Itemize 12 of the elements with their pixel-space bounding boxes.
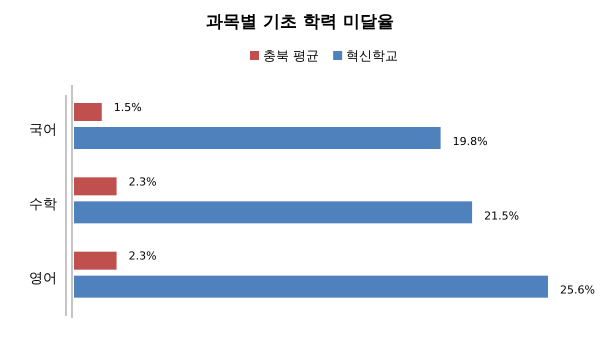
data-label: 2.3%	[128, 250, 157, 263]
y-tick-label: 국어	[29, 122, 57, 138]
data-label: 2.3%	[128, 175, 157, 188]
legend-label: 충북 평균	[263, 49, 320, 64]
chart-title: 과목별 기초 학력 미달율	[206, 12, 394, 32]
data-label: 25.6%	[560, 284, 595, 297]
y-tick-label: 영어	[29, 270, 57, 287]
data-label: 1.5%	[114, 101, 142, 114]
data-label: 19.8%	[452, 135, 488, 148]
legend-label: 혁신학교	[346, 49, 398, 64]
data-label: 21.5%	[484, 209, 520, 222]
y-tick-label: 수학	[29, 196, 57, 212]
